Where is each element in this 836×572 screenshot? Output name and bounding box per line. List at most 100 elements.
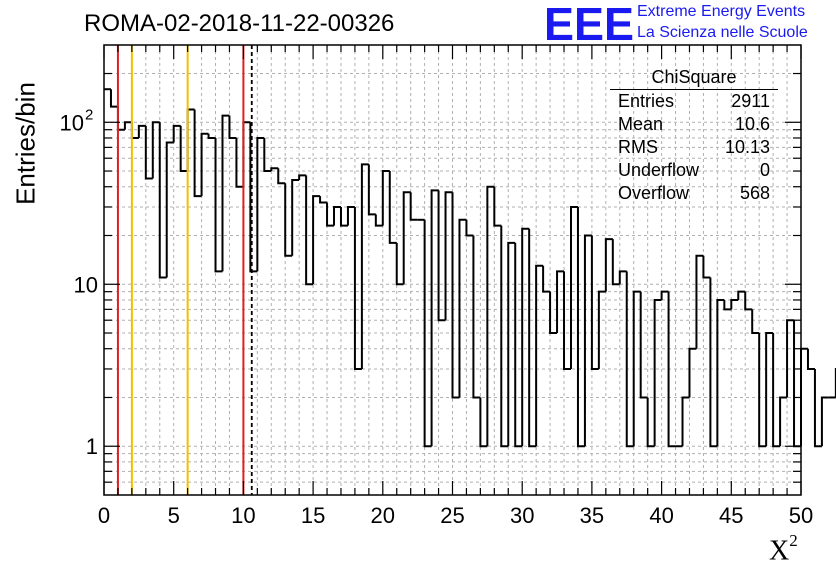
y-tick-label-exponent: 2 xyxy=(85,106,93,123)
histogram-bin xyxy=(737,290,746,300)
histogram-bin xyxy=(486,185,495,447)
histogram-bin xyxy=(346,205,355,226)
histogram-bin xyxy=(667,291,676,448)
histogram-bin xyxy=(479,397,488,448)
histogram-bin xyxy=(263,137,272,173)
reference-lines xyxy=(116,45,253,495)
stats-separator xyxy=(610,89,778,90)
histogram-bin xyxy=(298,174,307,181)
histogram-bin xyxy=(305,175,314,286)
histogram-bin xyxy=(528,228,537,448)
x-tick-label: 20 xyxy=(371,503,395,528)
histogram-bin xyxy=(374,214,383,227)
histogram-bin xyxy=(270,167,279,172)
histogram-bin xyxy=(493,186,502,227)
x-tick-label: 5 xyxy=(168,503,180,528)
histogram-bin xyxy=(542,265,551,293)
histogram-bin xyxy=(214,137,223,273)
histogram-bin xyxy=(291,179,300,256)
histogram-bin xyxy=(688,347,697,398)
x-tick-label: 35 xyxy=(580,503,604,528)
histogram-bin xyxy=(779,396,788,447)
histogram-bin xyxy=(179,125,188,173)
histogram-bin xyxy=(437,190,446,322)
histogram-bin xyxy=(409,192,418,221)
histogram-bin xyxy=(123,121,132,130)
histogram-bin xyxy=(639,291,648,399)
stats-row-underflow: Underflow 0 xyxy=(618,160,770,180)
histogram-bin xyxy=(319,196,328,204)
histogram-bin xyxy=(360,163,369,369)
histogram-bin xyxy=(339,206,348,227)
histogram-bin xyxy=(500,225,509,448)
histogram-bin xyxy=(800,347,808,447)
histogram-bin xyxy=(618,270,627,285)
histogram-bin xyxy=(228,115,237,139)
histogram-bin xyxy=(514,242,523,448)
histogram-bin xyxy=(611,239,620,286)
histogram-bin xyxy=(333,205,341,226)
histogram-bin xyxy=(381,170,390,226)
histogram-bin xyxy=(137,124,146,138)
axis-ticks xyxy=(103,45,802,495)
histogram-bin xyxy=(200,132,209,197)
x-tick-label: 25 xyxy=(440,503,464,528)
histogram-bin xyxy=(312,195,321,285)
stats-box: ChiSquare Entries 2911 Mean 10.6 RMS 10.13 … xyxy=(606,66,782,205)
histogram-bin xyxy=(472,235,481,399)
histogram-bin xyxy=(744,291,753,311)
x-tick-label: 45 xyxy=(719,503,743,528)
histogram-bin xyxy=(723,299,732,311)
histogram-bin xyxy=(576,206,585,448)
histogram-bin xyxy=(395,242,404,286)
histogram-bin xyxy=(716,298,725,447)
histogram-bin xyxy=(660,290,669,300)
y-axis-label: Entries/bin xyxy=(10,82,41,205)
x-tick-label: 0 xyxy=(98,503,110,528)
stats-row-mean: Mean 10.6 xyxy=(618,114,770,134)
histogram-bin xyxy=(277,168,286,185)
histogram-bin xyxy=(625,271,634,448)
histogram-bin xyxy=(653,298,662,447)
histogram-bin xyxy=(695,254,704,349)
histogram-bin xyxy=(242,121,251,187)
histogram-bin xyxy=(451,192,460,399)
y-tick-label: 10 xyxy=(60,110,84,135)
histogram-bin xyxy=(109,89,118,108)
histogram-bin xyxy=(151,121,160,179)
histogram-bin xyxy=(158,122,167,279)
histogram-bin xyxy=(786,319,795,398)
histogram-bin xyxy=(284,183,293,257)
chart-title: ROMA-02-2018-11-22-00326 xyxy=(84,10,395,37)
histogram-bin xyxy=(758,333,767,448)
x-tick-label: 50 xyxy=(789,503,813,528)
histogram-bin xyxy=(549,291,558,335)
histogram-bin xyxy=(235,137,244,188)
x-axis-label: X2 xyxy=(769,531,798,567)
histogram-bin xyxy=(730,298,739,310)
histogram-bin xyxy=(165,141,174,278)
x-tick-label: 10 xyxy=(231,503,255,528)
stats-row-entries: Entries 2911 xyxy=(618,91,770,111)
logo-line2: La Scienza nelle Scuole xyxy=(637,24,808,41)
histogram-bin xyxy=(249,122,258,273)
histogram-bin xyxy=(116,106,125,131)
histogram-bin xyxy=(256,136,265,272)
histogram-bin xyxy=(193,109,202,198)
histogram-bin xyxy=(521,227,530,447)
y-tick-label: 1 xyxy=(86,434,98,459)
histogram-bin xyxy=(793,320,801,448)
histogram-bin xyxy=(221,114,230,272)
histogram-bin xyxy=(590,235,599,370)
x-tick-label: 30 xyxy=(510,503,534,528)
histogram-bin xyxy=(709,277,718,448)
histogram-bin xyxy=(806,348,815,370)
histogram-bin xyxy=(207,133,216,139)
histogram-bin xyxy=(563,271,571,370)
histogram-bin xyxy=(569,205,578,369)
histogram-bin xyxy=(556,270,565,334)
x-tick-label: 40 xyxy=(649,503,673,528)
histogram-bin xyxy=(172,124,181,143)
